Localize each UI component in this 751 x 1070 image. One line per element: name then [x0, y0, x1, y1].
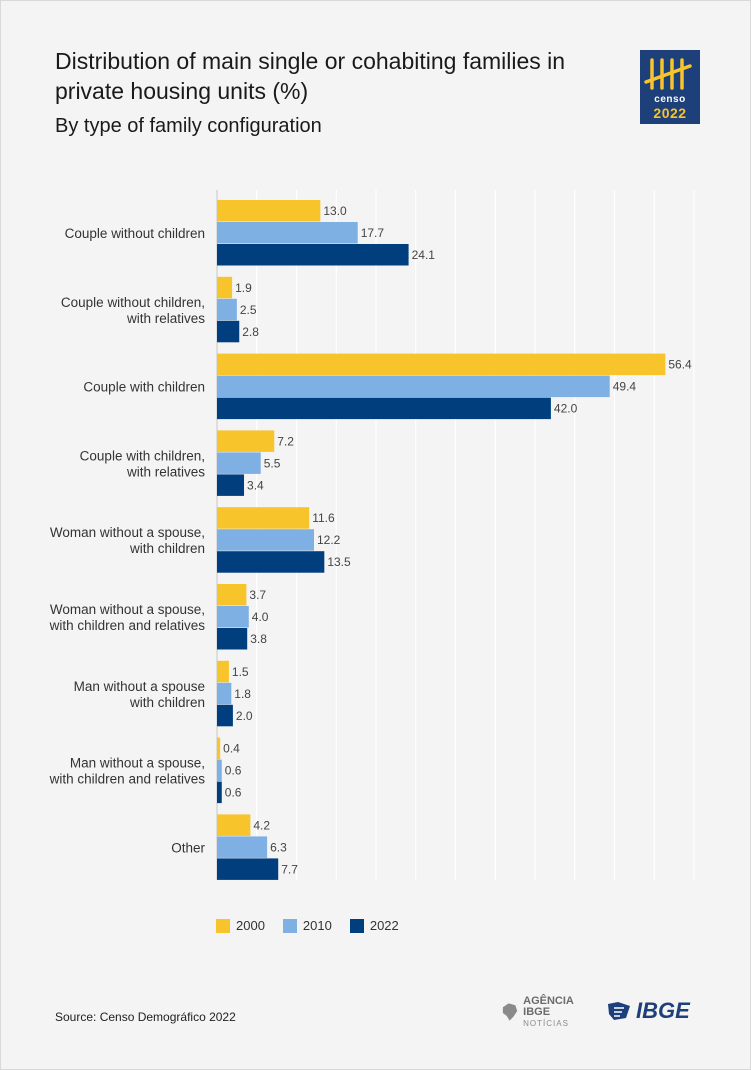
data-label-2000: 4.2: [253, 818, 270, 832]
bar-2010: [217, 836, 268, 858]
data-label-2010: 49.4: [613, 380, 637, 394]
censo-2022-logo: censo 2022: [640, 50, 700, 124]
bar-2022: [217, 244, 409, 266]
data-label-2022: 2.8: [242, 325, 259, 339]
category-label: Couple with children: [83, 380, 205, 395]
data-label-2000: 11.6: [312, 511, 335, 525]
data-label-2022: 3.8: [250, 632, 267, 646]
data-label-2000: 56.4: [668, 358, 692, 372]
category-label: with children: [129, 695, 205, 710]
bar-2010: [217, 529, 314, 551]
agencia-logo-main: AGÊNCIA IBGE: [523, 994, 574, 1018]
bar-2010: [217, 452, 261, 474]
data-label-2000: 1.9: [235, 281, 252, 295]
ibge-logo-word: IBGE: [636, 998, 690, 1023]
ibge-logo: IBGE: [606, 998, 690, 1024]
data-label-2000: 7.2: [277, 434, 294, 448]
category-label: with relatives: [126, 311, 205, 326]
bar-2022: [217, 781, 222, 804]
legend-item-2010: 2010: [282, 918, 332, 933]
data-label-2022: 3.4: [247, 478, 264, 492]
legend-label-2022: 2022: [369, 918, 399, 933]
bar-2022: [217, 858, 279, 880]
legend-label-2010: 2010: [302, 918, 332, 933]
agencia-logo-sub: NOTÍCIAS: [523, 1018, 569, 1028]
bar-2010: [217, 298, 237, 321]
bar-2022: [217, 628, 248, 650]
category-label: Man without a spouse: [74, 679, 205, 694]
category-label: Other: [171, 840, 205, 855]
bar-2000: [217, 200, 321, 222]
censo-logo-word: censo: [654, 94, 686, 105]
bar-2010: [217, 759, 222, 782]
bar-2010: [217, 682, 232, 705]
data-label-2000: 13.0: [323, 204, 347, 218]
data-label-2010: 17.7: [361, 226, 385, 240]
category-label: Couple with children,: [80, 448, 205, 463]
ibge-mark-icon: [608, 1002, 630, 1020]
chart-title: Distribution of main single or cohabitin…: [55, 48, 566, 104]
data-label-2022: 7.7: [281, 862, 298, 876]
category-label: Couple without children: [65, 226, 205, 241]
chart-subtitle: By type of family configuration: [55, 115, 322, 137]
data-label-2010: 5.5: [264, 456, 281, 470]
bar-2000: [217, 507, 310, 529]
bar-2000: [217, 737, 221, 760]
data-label-2010: 6.3: [270, 840, 287, 854]
bar-2010: [217, 375, 610, 398]
category-label: Man without a spouse,: [70, 756, 205, 771]
bar-2000: [217, 660, 229, 683]
data-label-2022: 42.0: [554, 402, 578, 416]
data-label-2000: 3.7: [249, 588, 266, 602]
category-label: with children: [129, 541, 205, 556]
censo-logo-year: 2022: [653, 105, 687, 121]
data-label-2010: 4.0: [252, 610, 269, 624]
data-label-2000: 0.4: [223, 742, 240, 756]
legend-label-2000: 2000: [236, 918, 265, 933]
legend-item-2000: 2000: [216, 918, 265, 933]
chart-legend: 2000 2010 2022: [216, 918, 399, 933]
category-label: Couple without children,: [61, 295, 205, 310]
bar-2000: [217, 276, 233, 299]
tally-marks-icon: [644, 58, 692, 90]
bar-2022: [217, 474, 245, 496]
data-label-2010: 1.8: [234, 687, 251, 701]
bar-2000: [217, 814, 251, 836]
category-label: with children and relatives: [49, 772, 206, 787]
legend-item-2022: 2022: [349, 918, 399, 933]
category-label: with children and relatives: [49, 618, 206, 633]
data-label-2022: 24.1: [412, 248, 436, 262]
data-label-2010: 12.2: [317, 533, 341, 547]
legend-swatch-2000: [216, 918, 230, 933]
bar-2010: [217, 222, 358, 244]
bar-2000: [217, 430, 275, 452]
data-label-2022: 2.0: [236, 709, 253, 723]
legend-swatch-2010: [282, 918, 297, 933]
bar-2022: [217, 320, 240, 343]
agencia-ibge-logo: AGÊNCIA IBGE NOTÍCIAS: [500, 994, 600, 1028]
data-label-2022: 13.5: [327, 555, 351, 569]
bar-2022: [217, 551, 325, 573]
data-label-2010: 0.6: [225, 764, 242, 778]
category-label: Woman without a spouse,: [50, 525, 205, 540]
category-label: with relatives: [126, 464, 205, 479]
bar-2022: [217, 397, 551, 420]
category-label: Woman without a spouse,: [50, 602, 205, 617]
source-note: Source: Censo Demográfico 2022: [55, 1010, 236, 1024]
data-label-2022: 0.6: [225, 786, 242, 800]
data-label-2010: 2.5: [240, 303, 257, 317]
brazil-map-icon: [502, 1003, 518, 1021]
bar-2000: [217, 584, 247, 606]
data-label-2000: 1.5: [232, 665, 249, 679]
bar-2010: [217, 606, 249, 628]
legend-swatch-2022: [349, 918, 364, 933]
bar-2000: [217, 353, 666, 376]
bar-2022: [217, 704, 233, 727]
